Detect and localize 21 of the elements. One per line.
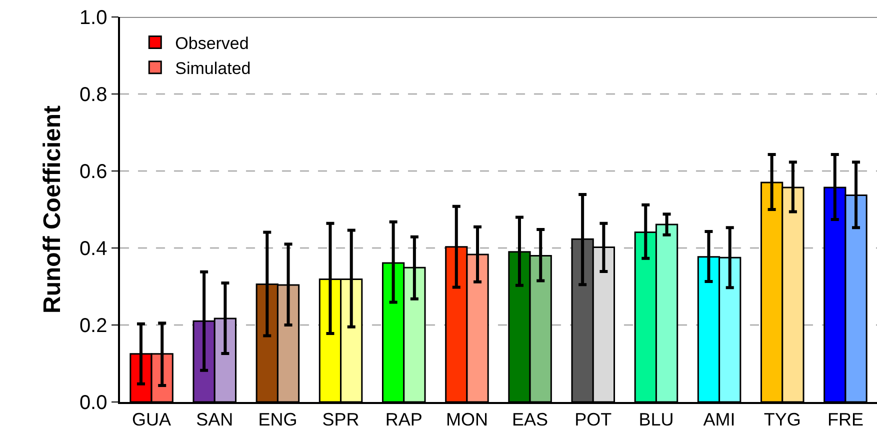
y-tick-label: 0.4	[79, 238, 108, 260]
legend-label: Simulated	[175, 58, 251, 78]
y-tick-label: 0.2	[79, 315, 108, 337]
x-tick-label: POT	[574, 409, 612, 430]
x-tick-label: EAS	[512, 409, 548, 430]
x-tick-label: BLU	[638, 409, 674, 430]
x-tick-label: FRE	[827, 409, 864, 430]
y-tick-label: 0.6	[79, 161, 108, 183]
y-tick-label: 1.0	[79, 7, 108, 29]
x-tick-label: AMI	[703, 409, 736, 430]
x-tick-label: RAP	[385, 409, 422, 430]
legend-label: Observed	[175, 34, 249, 53]
y-tick-label: 0.0	[79, 392, 108, 414]
y-axis-title: Runoff Coefficient	[39, 106, 66, 314]
x-tick-label: TYG	[764, 409, 801, 430]
x-tick-label: MON	[446, 409, 488, 430]
x-tick-label: GUA	[132, 409, 172, 430]
x-tick-label: SAN	[196, 409, 234, 430]
y-tick-label: 0.8	[79, 84, 108, 106]
x-tick-label: ENG	[258, 409, 298, 430]
x-tick-label: SPR	[322, 409, 360, 430]
